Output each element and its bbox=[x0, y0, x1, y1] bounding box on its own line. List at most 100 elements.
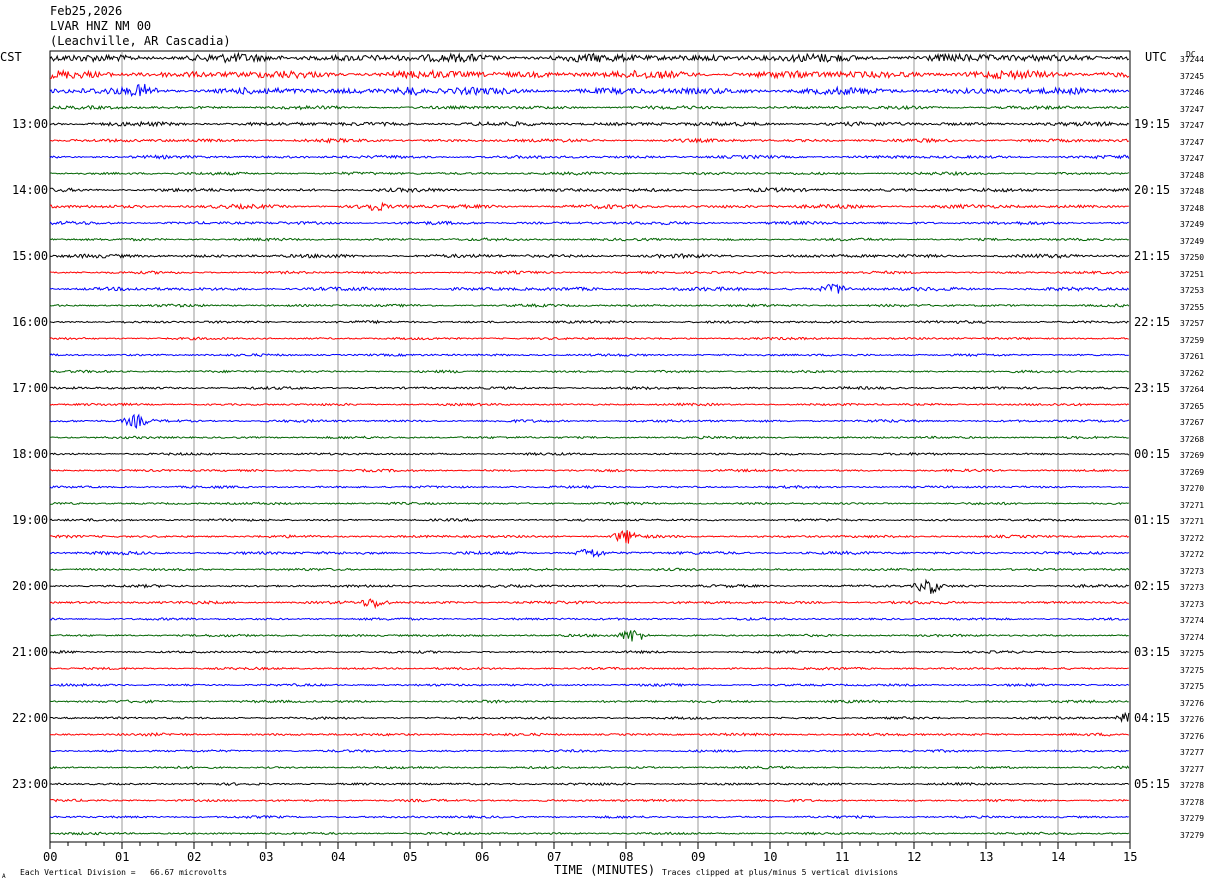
left-hour-label: 15:00 bbox=[12, 249, 49, 263]
trace-23 bbox=[49, 435, 1129, 440]
plot-frame bbox=[49, 50, 1131, 843]
dc-offset-label: 37268 bbox=[1180, 434, 1205, 444]
right-hour-label: 21:15 bbox=[1134, 249, 1171, 263]
left-timezone-label: CST bbox=[0, 50, 22, 64]
x-tick-label: 11 bbox=[835, 850, 850, 864]
dc-offset-label: 37247 bbox=[1180, 104, 1205, 114]
left-hour-label: 17:00 bbox=[12, 381, 49, 395]
x-tick-label: 02 bbox=[187, 850, 202, 864]
trace-2 bbox=[49, 83, 1130, 97]
trace-3 bbox=[49, 104, 1129, 111]
dc-offset-label: 37247 bbox=[1180, 154, 1205, 163]
dc-offset-label: 37274 bbox=[1180, 616, 1205, 625]
trace-28 bbox=[49, 517, 1129, 523]
left-hour-label: 18:00 bbox=[12, 447, 49, 461]
dc-offset-label: 37249 bbox=[1180, 236, 1205, 246]
dc-offset-label: 37248 bbox=[1180, 203, 1205, 213]
left-hour-label: 23:00 bbox=[12, 777, 49, 791]
trace-39 bbox=[49, 699, 1129, 704]
left-hour-label: 13:00 bbox=[12, 117, 49, 131]
dc-label: DC bbox=[1186, 50, 1196, 59]
clip-note: Traces clipped at plus/minus 5 vertical … bbox=[662, 868, 899, 877]
right-hour-label: 05:15 bbox=[1134, 777, 1171, 791]
dc-offset-label: 37247 bbox=[1180, 121, 1205, 130]
dc-offset-label: 37278 bbox=[1180, 781, 1205, 790]
dc-offset-label: 37279 bbox=[1180, 814, 1205, 823]
trace-11 bbox=[49, 237, 1129, 242]
trace-22 bbox=[49, 413, 1130, 429]
x-tick-label: 15 bbox=[1123, 850, 1138, 864]
right-hour-label: 02:15 bbox=[1134, 579, 1171, 593]
dc-offset-label: 37265 bbox=[1180, 401, 1205, 411]
trace-13 bbox=[49, 269, 1129, 275]
dc-offset-label: 37255 bbox=[1180, 302, 1205, 312]
x-tick-label: 10 bbox=[763, 850, 778, 864]
dc-offset-label: 37279 bbox=[1180, 830, 1205, 840]
x-tick-label: 09 bbox=[691, 850, 706, 864]
dc-offset-label: 37251 bbox=[1180, 269, 1205, 279]
dc-offset-label: 37259 bbox=[1180, 335, 1205, 345]
trace-18 bbox=[49, 352, 1129, 358]
dc-offset-label: 37250 bbox=[1180, 253, 1205, 262]
dc-offset-label: 37264 bbox=[1180, 385, 1205, 394]
dc-offset-label: 37271 bbox=[1180, 517, 1205, 526]
left-hour-label: 14:00 bbox=[12, 183, 49, 197]
left-hour-label: 22:00 bbox=[12, 711, 49, 725]
right-hour-label: 03:15 bbox=[1134, 645, 1171, 659]
trace-24 bbox=[49, 451, 1130, 457]
dc-offset-label: 37275 bbox=[1180, 682, 1205, 691]
scale-note: Each Vertical Division = 66.67 microvolt… bbox=[20, 868, 228, 877]
trace-6 bbox=[49, 154, 1130, 160]
right-timezone-label: UTC bbox=[1145, 50, 1167, 64]
trace-10 bbox=[49, 220, 1129, 226]
dc-offset-label: 37278 bbox=[1180, 797, 1205, 807]
dc-offset-label: 37277 bbox=[1180, 764, 1205, 774]
trace-35 bbox=[49, 629, 1129, 642]
x-tick-label: 05 bbox=[403, 850, 418, 864]
x-axis-title: TIME (MINUTES) bbox=[554, 863, 656, 877]
x-tick-label: 12 bbox=[907, 850, 922, 864]
trace-33 bbox=[49, 598, 1129, 610]
trace-30 bbox=[49, 548, 1130, 558]
x-tick-label: 08 bbox=[619, 850, 634, 864]
trace-47 bbox=[49, 831, 1130, 836]
dc-offset-label: 37274 bbox=[1180, 632, 1205, 642]
trace-32 bbox=[49, 578, 1129, 595]
corner-mark: A bbox=[2, 873, 6, 880]
left-hour-label: 21:00 bbox=[12, 645, 49, 659]
dc-offset-label: 37246 bbox=[1180, 88, 1205, 97]
dc-offset-label: 37273 bbox=[1180, 599, 1205, 609]
dc-offset-label: 37247 bbox=[1180, 137, 1205, 147]
date-label: Feb25,2026 bbox=[50, 4, 123, 18]
right-hour-label: 20:15 bbox=[1134, 183, 1171, 197]
x-tick-label: 03 bbox=[259, 850, 274, 864]
dc-offset-label: 37245 bbox=[1180, 71, 1205, 81]
x-tick-label: 13 bbox=[979, 850, 994, 864]
right-hour-label: 00:15 bbox=[1134, 447, 1171, 461]
trace-12 bbox=[49, 253, 1130, 260]
trace-17 bbox=[49, 336, 1129, 341]
dc-offset-label: 37253 bbox=[1180, 286, 1205, 295]
dc-offset-label: 37244 bbox=[1180, 55, 1205, 64]
dc-offset-label: 37277 bbox=[1180, 748, 1205, 757]
trace-19 bbox=[49, 369, 1129, 374]
trace-25 bbox=[49, 468, 1129, 473]
location-label: (Leachville, AR Cascadia) bbox=[50, 34, 231, 48]
dc-offset-label: 37269 bbox=[1180, 451, 1205, 460]
trace-26 bbox=[49, 484, 1129, 490]
left-hour-label: 16:00 bbox=[12, 315, 49, 329]
trace-7 bbox=[49, 170, 1130, 177]
dc-offset-label: 37273 bbox=[1180, 583, 1205, 592]
dc-offset-label: 37272 bbox=[1180, 533, 1205, 543]
dc-offset-label: 37249 bbox=[1180, 220, 1205, 229]
trace-44 bbox=[49, 781, 1130, 786]
trace-41 bbox=[49, 731, 1130, 737]
left-hour-label: 19:00 bbox=[12, 513, 49, 527]
trace-42 bbox=[49, 749, 1129, 754]
trace-5 bbox=[49, 137, 1130, 144]
left-hour-label: 20:00 bbox=[12, 579, 49, 593]
x-tick-label: 00 bbox=[43, 850, 58, 864]
station-label: LVAR HNZ NM 00 bbox=[50, 19, 152, 33]
dc-offset-label: 37272 bbox=[1180, 550, 1205, 559]
trace-37 bbox=[49, 666, 1129, 671]
